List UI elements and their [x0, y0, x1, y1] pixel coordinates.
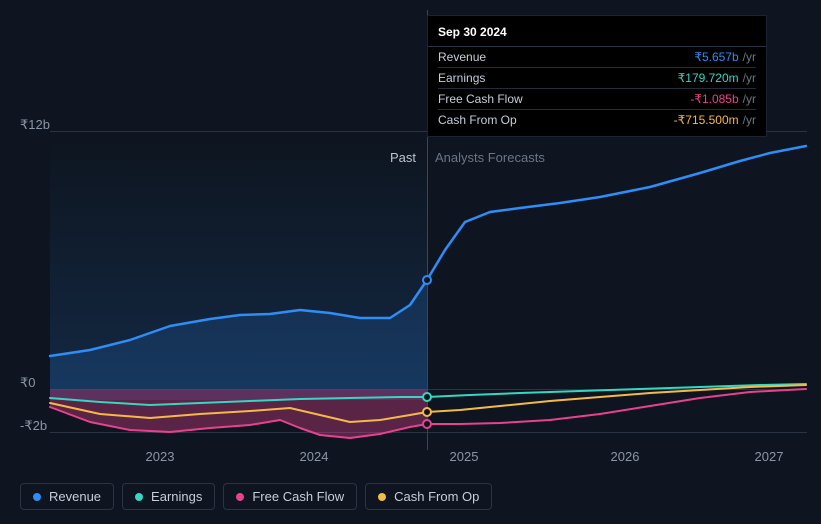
x-axis-label: 2024 [300, 449, 329, 464]
tooltip-value: -₹715.500m [674, 113, 739, 127]
chart-marker [422, 275, 432, 285]
y-axis-label: ₹12b [20, 117, 50, 133]
financials-chart: Past Analysts Forecasts Sep 30 2024 Reve… [0, 0, 821, 524]
x-axis-label: 2026 [611, 449, 640, 464]
chart-marker [422, 407, 432, 417]
tooltip-row: Revenue₹5.657b/yr [438, 47, 756, 68]
tooltip-row: Cash From Op-₹715.500m/yr [438, 110, 756, 130]
x-axis-label: 2025 [450, 449, 479, 464]
tooltip-row: Earnings₹179.720m/yr [438, 68, 756, 89]
legend-label: Free Cash Flow [252, 489, 344, 504]
y-axis-label: -₹2b [20, 418, 47, 434]
tooltip-value: ₹179.720m [678, 71, 739, 85]
x-axis-label: 2023 [146, 449, 175, 464]
legend-dot-icon [33, 493, 41, 501]
chart-tooltip: Sep 30 2024 Revenue₹5.657b/yrEarnings₹17… [427, 15, 767, 137]
tooltip-value: -₹1.085b [690, 92, 738, 106]
legend-item-earnings[interactable]: Earnings [122, 483, 215, 510]
legend-dot-icon [378, 493, 386, 501]
tooltip-value: ₹5.657b [694, 50, 738, 64]
past-gradient [50, 140, 427, 400]
tooltip-label: Free Cash Flow [438, 92, 690, 106]
legend-item-revenue[interactable]: Revenue [20, 483, 114, 510]
tooltip-label: Earnings [438, 71, 678, 85]
legend-label: Revenue [49, 489, 101, 504]
chart-marker [422, 392, 432, 402]
tooltip-unit: /yr [743, 71, 756, 85]
chart-marker [422, 419, 432, 429]
tooltip-date: Sep 30 2024 [438, 22, 756, 44]
tooltip-unit: /yr [743, 50, 756, 64]
legend-item-cfo[interactable]: Cash From Op [365, 483, 492, 510]
gridline [50, 432, 807, 433]
gridline [50, 389, 807, 390]
forecast-label: Analysts Forecasts [435, 150, 545, 165]
past-label: Past [390, 150, 416, 165]
legend-label: Cash From Op [394, 489, 479, 504]
legend-dot-icon [135, 493, 143, 501]
tooltip-unit: /yr [743, 113, 756, 127]
y-axis-label: ₹0 [20, 375, 36, 391]
x-axis-label: 2027 [755, 449, 784, 464]
legend-item-fcf[interactable]: Free Cash Flow [223, 483, 357, 510]
tooltip-label: Revenue [438, 50, 694, 64]
tooltip-unit: /yr [743, 92, 756, 106]
legend-label: Earnings [151, 489, 202, 504]
tooltip-row: Free Cash Flow-₹1.085b/yr [438, 89, 756, 110]
chart-legend: Revenue Earnings Free Cash Flow Cash From O… [20, 483, 492, 510]
legend-dot-icon [236, 493, 244, 501]
tooltip-label: Cash From Op [438, 113, 674, 127]
